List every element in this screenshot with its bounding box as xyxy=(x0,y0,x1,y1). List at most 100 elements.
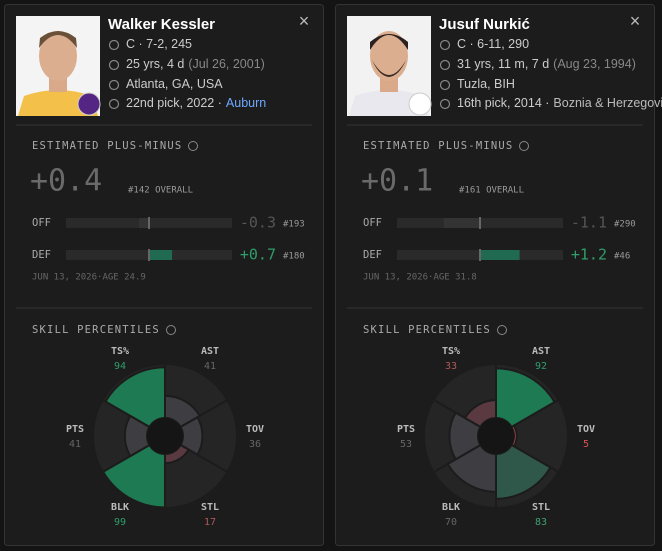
skill-label: STL xyxy=(532,502,550,513)
skill-value: 99 xyxy=(114,517,126,528)
off-rank: #290 xyxy=(614,220,636,230)
section-title: ESTIMATED PLUS-MINUS xyxy=(32,140,182,152)
info-icon xyxy=(188,141,198,151)
epm-rank: #142 OVERALL xyxy=(128,186,193,196)
zero-marker xyxy=(148,249,150,261)
hometown: Tuzla, BIH xyxy=(457,77,515,91)
skill-label: TOV xyxy=(246,424,264,435)
section-title: SKILL PERCENTILES xyxy=(363,324,491,336)
age: 31 yrs, 11 m, 7 d xyxy=(457,57,549,71)
age-icon xyxy=(439,59,451,71)
hometown-icon xyxy=(439,79,451,91)
jersey xyxy=(349,90,429,116)
skill-value: 92 xyxy=(535,361,547,372)
def-label: DEF xyxy=(32,249,51,261)
draft-row: 16th pick, 2014 · Boznia & Herzegovi xyxy=(457,96,662,110)
skill-value: 33 xyxy=(445,361,457,372)
jersey xyxy=(18,90,98,116)
hometown-icon xyxy=(108,79,120,91)
chart-hole xyxy=(147,418,183,454)
skill-label: TS% xyxy=(111,346,129,357)
draft-icon xyxy=(439,98,451,110)
close-button[interactable]: × xyxy=(630,11,641,31)
school: Auburn xyxy=(226,96,266,110)
hometown: Atlanta, GA, USA xyxy=(126,77,223,91)
skill-label: PTS xyxy=(397,424,415,435)
skill-value: 17 xyxy=(204,517,216,528)
skill-label: BLK xyxy=(442,502,460,513)
skill-value: 83 xyxy=(535,517,547,528)
card-bg xyxy=(4,4,324,546)
player-name: Jusuf Nurkić xyxy=(439,16,530,33)
position-icon xyxy=(108,39,120,51)
off-value: -0.3 xyxy=(240,214,276,232)
skill-value: 41 xyxy=(69,439,81,450)
skill-label: TOV xyxy=(577,424,595,435)
draft: 22nd pick, 2022 · xyxy=(126,96,222,110)
def-bar xyxy=(480,250,520,260)
team-logo xyxy=(408,92,432,116)
info-icon xyxy=(519,141,529,151)
skill-value: 41 xyxy=(204,361,216,372)
player-photo xyxy=(16,16,101,116)
section-title: ESTIMATED PLUS-MINUS xyxy=(363,140,513,152)
skill-label: BLK xyxy=(111,502,129,513)
date-age: JUN 13, 2026·AGE 31.8 xyxy=(363,273,477,283)
skill-value: 53 xyxy=(400,439,412,450)
date-age: JUN 13, 2026·AGE 24.9 xyxy=(32,273,146,283)
player-card: × Walker Kessler C · 7-2, 245 25 yrs, 4 d (J… xyxy=(4,4,324,546)
skill-value: 36 xyxy=(249,439,261,450)
chart-hole xyxy=(478,418,514,454)
birth-date: (Jul 26, 2001) xyxy=(188,57,264,71)
face xyxy=(39,31,77,81)
def-label: DEF xyxy=(363,249,382,261)
close-button[interactable]: × xyxy=(299,11,310,31)
skill-value: 5 xyxy=(583,439,589,450)
off-value: -1.1 xyxy=(571,214,607,232)
player-name: Walker Kessler xyxy=(108,16,215,33)
section-title: SKILL PERCENTILES xyxy=(32,324,160,336)
age-row: 31 yrs, 11 m, 7 d (Aug 23, 1994) xyxy=(457,57,636,71)
off-label: OFF xyxy=(32,217,51,229)
off-rank: #193 xyxy=(283,220,305,230)
skill-value: 94 xyxy=(114,361,126,372)
position-icon xyxy=(439,39,451,51)
epm-value: +0.1 xyxy=(361,164,433,199)
hair xyxy=(370,34,408,50)
skill-label: AST xyxy=(532,346,550,357)
epm-value: +0.4 xyxy=(30,164,102,199)
def-value: +0.7 xyxy=(240,246,276,264)
position: C · 6-11, 290 xyxy=(457,37,529,51)
def-rank: #46 xyxy=(614,252,630,262)
draft-icon xyxy=(108,98,120,110)
card-bg xyxy=(335,4,655,546)
position-row: C · 6-11, 290 xyxy=(457,37,529,51)
skill-label: STL xyxy=(201,502,219,513)
school: Boznia & Herzegovi xyxy=(553,96,662,110)
skill-label: TS% xyxy=(442,346,460,357)
skill-label: AST xyxy=(201,346,219,357)
position: C · 7-2, 245 xyxy=(126,37,192,51)
beard xyxy=(372,60,406,77)
neck xyxy=(380,78,398,92)
off-bar xyxy=(443,218,480,228)
def-bar xyxy=(149,250,173,260)
position-row: C · 7-2, 245 xyxy=(126,37,192,51)
info-icon xyxy=(497,325,507,335)
age-icon xyxy=(108,59,120,71)
team-logo xyxy=(77,92,101,116)
skill-value: 70 xyxy=(445,517,457,528)
birth-date: (Aug 23, 1994) xyxy=(553,57,636,71)
epm-rank: #161 OVERALL xyxy=(459,186,524,196)
player-card: × Jusuf Nurkić C · 6-11, 290 31 yrs, 11 m, … xyxy=(335,4,662,546)
age: 25 yrs, 4 d xyxy=(126,57,184,71)
draft: 16th pick, 2014 · xyxy=(457,96,549,110)
info-icon xyxy=(166,325,176,335)
def-value: +1.2 xyxy=(571,246,607,264)
hair xyxy=(39,31,77,48)
zero-marker xyxy=(479,217,481,229)
off-label: OFF xyxy=(363,217,382,229)
player-photo xyxy=(347,16,432,116)
zero-marker xyxy=(479,249,481,261)
